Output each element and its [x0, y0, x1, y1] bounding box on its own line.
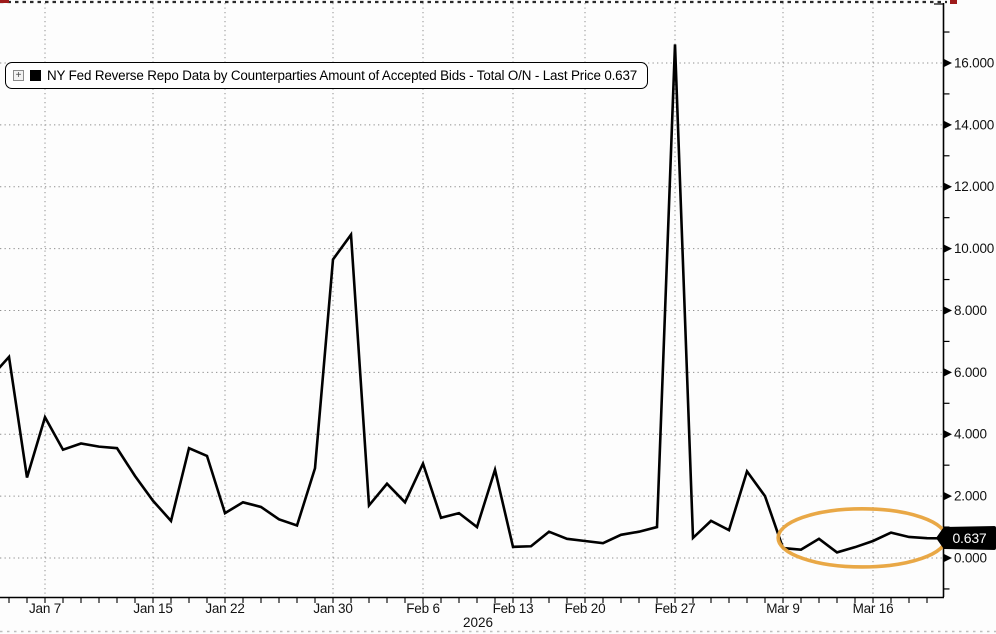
corner-marker-top-left-icon: [0, 0, 9, 3]
corner-marker-top-right-icon: [950, 0, 957, 4]
y-tick-arrow-icon: [944, 58, 952, 67]
x-tick-label: Feb 13: [493, 601, 534, 616]
year-label: 2026: [463, 615, 493, 630]
y-tick-arrow-icon: [944, 492, 952, 501]
y-tick-arrow-icon: [944, 368, 952, 377]
y-tick-arrow-icon: [944, 244, 952, 253]
x-tick-label: Jan 22: [205, 601, 244, 616]
y-tick-label: 14.000: [954, 117, 994, 132]
x-axis: Jan 7 Jan 15 Jan 22 Jan 30 Feb 6 Feb 13 Feb 20…: [8, 598, 928, 630]
y-tick-arrow-icon: [944, 182, 952, 191]
last-price-badge: 0.637: [936, 526, 996, 550]
y-tick-label: 16.000: [954, 55, 994, 70]
gridlines: [0, 3, 943, 597]
y-tick-label: 2.000: [954, 489, 987, 504]
x-tick-label: Jan 30: [313, 601, 352, 616]
legend-expand-icon[interactable]: +: [13, 70, 24, 81]
legend-label[interactable]: NY Fed Reverse Repo Data by Counterparti…: [47, 68, 638, 83]
y-tick-label: 8.000: [954, 303, 987, 318]
last-price-badge-bg: [936, 526, 996, 550]
price-line: [0, 44, 941, 554]
x-tick-label: Feb 27: [655, 601, 696, 616]
x-tick-label: Mar 9: [766, 601, 800, 616]
y-tick-label: 6.000: [954, 365, 987, 380]
x-tick-label: Mar 16: [853, 601, 894, 616]
y-tick-arrow-icon: [944, 120, 952, 129]
y-tick-arrow-icon: [944, 306, 952, 315]
axes: [0, 3, 945, 599]
y-tick-label: 4.000: [954, 427, 987, 442]
x-tick-label: Jan 7: [29, 601, 61, 616]
y-axis: 0.000 2.000 4.000 6.000 8.000 10.000 12.000 14.…: [943, 31, 994, 590]
last-price-value: 0.637: [952, 530, 987, 546]
x-tick-label: Jan 15: [133, 601, 172, 616]
legend[interactable]: + NY Fed Reverse Repo Data by Counterpar…: [5, 62, 649, 89]
series-swatch-icon: [30, 70, 41, 81]
x-tick-label: Feb 6: [406, 601, 440, 616]
y-tick-arrow-icon: [944, 430, 952, 439]
y-tick-label: 10.000: [954, 241, 994, 256]
x-tick-label: Feb 20: [565, 601, 606, 616]
y-tick-label: 12.000: [954, 179, 994, 194]
y-tick-label: 0.000: [954, 551, 987, 566]
y-tick-arrow-icon: [944, 554, 952, 562]
